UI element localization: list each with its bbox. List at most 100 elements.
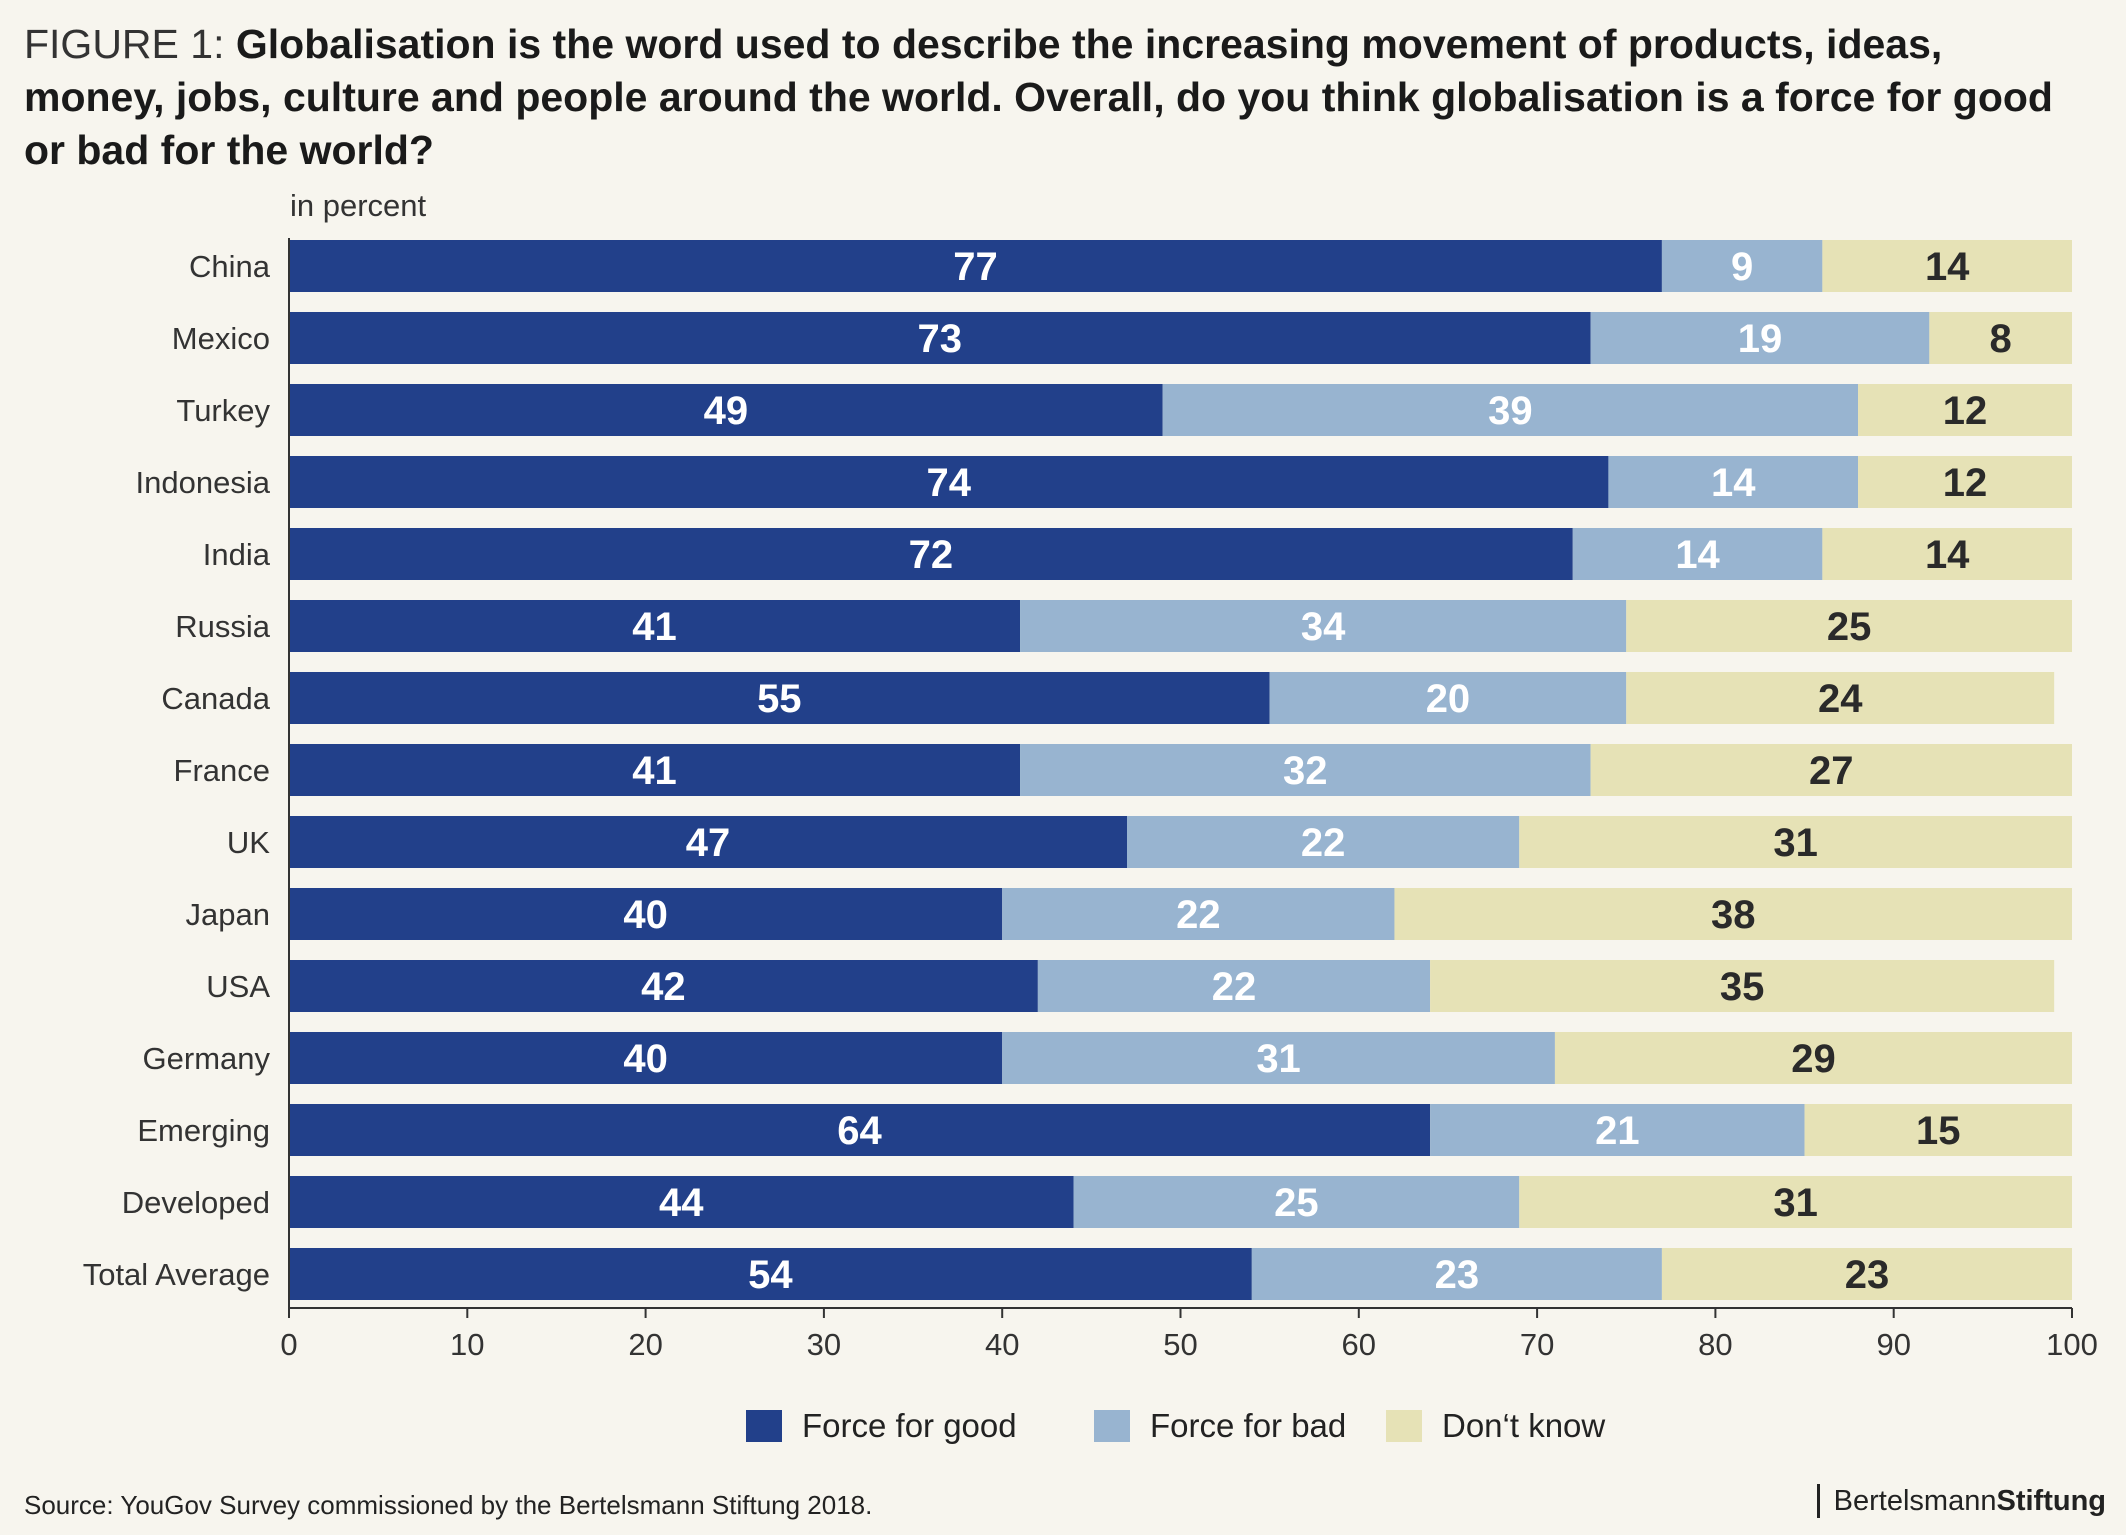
bar-bad-uk (1127, 816, 1520, 868)
bar-dontknow-germany (1554, 1032, 2072, 1084)
bar-dontknow-japan (1394, 888, 2072, 940)
bar-bad-japan (1002, 888, 1395, 940)
data-label-bad-emerging: 21 (1595, 1109, 1640, 1153)
category-label-emerging: Emerging (137, 1113, 270, 1148)
data-label-dontknow-canada: 24 (1818, 677, 1863, 721)
data-label-dontknow-emerging: 15 (1916, 1109, 1961, 1153)
legend-swatch-dontknow (1386, 1410, 1422, 1442)
data-label-good-turkey: 49 (704, 389, 749, 433)
x-tick-label-20: 20 (628, 1327, 662, 1362)
data-label-good-usa: 42 (641, 965, 686, 1009)
bar-bad-usa (1037, 960, 1431, 1012)
bar-bad-indonesia (1608, 456, 1859, 508)
bar-bad-canada (1269, 672, 1627, 724)
data-label-dontknow-germany: 29 (1791, 1037, 1836, 1081)
bar-good-uk (289, 816, 1128, 868)
bar-good-usa (289, 960, 1038, 1012)
data-label-dontknow-uk: 31 (1773, 821, 1818, 865)
bar-bad-china (1661, 240, 1823, 292)
data-label-bad-india: 14 (1675, 533, 1720, 577)
bar-bad-developed (1073, 1176, 1520, 1228)
bar-bad-mexico (1590, 312, 1930, 364)
x-tick-label-30: 30 (807, 1327, 841, 1362)
bar-good-emerging (289, 1104, 1431, 1156)
brand-part-1: Bertelsmann (1833, 1485, 1997, 1517)
x-tick-label-70: 70 (1520, 1327, 1554, 1362)
bar-good-india (289, 528, 1573, 580)
figure-question: Globalisation is the word used to descri… (24, 21, 2053, 173)
category-label-canada: Canada (161, 681, 270, 716)
legend-label-good: Force for good (802, 1407, 1017, 1444)
bar-good-indonesia (289, 456, 1609, 508)
data-label-dontknow-russia: 25 (1827, 605, 1872, 649)
legend-label-bad: Force for bad (1150, 1407, 1346, 1444)
data-label-good-japan: 40 (623, 893, 668, 937)
bar-good-total-average (289, 1248, 1252, 1300)
x-tick-label-80: 80 (1698, 1327, 1732, 1362)
data-label-good-emerging: 64 (837, 1109, 882, 1153)
data-label-dontknow-france: 27 (1809, 749, 1854, 793)
data-label-dontknow-china: 14 (1925, 245, 1970, 289)
data-label-bad-russia: 34 (1301, 605, 1346, 649)
bar-bad-india (1572, 528, 1823, 580)
data-label-good-developed: 44 (659, 1181, 704, 1225)
bar-dontknow-india (1822, 528, 2072, 580)
data-label-good-russia: 41 (632, 605, 677, 649)
bar-bad-turkey (1162, 384, 1859, 436)
bar-dontknow-total-average (1661, 1248, 2072, 1300)
bar-dontknow-uk (1519, 816, 2072, 868)
data-label-bad-turkey: 39 (1488, 389, 1533, 433)
unit-label: in percent (290, 188, 427, 223)
data-label-bad-japan: 22 (1176, 893, 1221, 937)
brand-part-2: Stiftung (1996, 1485, 2106, 1517)
data-label-dontknow-mexico: 8 (1990, 317, 2012, 361)
bar-bad-germany (1002, 1032, 1555, 1084)
bar-good-mexico (289, 312, 1591, 364)
data-label-dontknow-indonesia: 12 (1943, 461, 1988, 505)
bar-dontknow-mexico (1929, 312, 2072, 364)
x-tick-label-0: 0 (280, 1327, 297, 1362)
data-label-dontknow-developed: 31 (1773, 1181, 1818, 1225)
x-tick-label-50: 50 (1163, 1327, 1197, 1362)
data-label-good-china: 77 (953, 245, 998, 289)
bar-good-france (289, 744, 1021, 796)
data-label-dontknow-total-average: 23 (1845, 1253, 1890, 1297)
data-label-good-germany: 40 (623, 1037, 668, 1081)
bar-good-china (289, 240, 1662, 292)
x-tick-label-10: 10 (450, 1327, 484, 1362)
data-label-bad-canada: 20 (1426, 677, 1471, 721)
category-label-developed: Developed (122, 1185, 270, 1220)
data-label-bad-france: 32 (1283, 749, 1328, 793)
category-label-japan: Japan (186, 897, 270, 932)
category-label-india: India (203, 537, 271, 572)
bar-good-russia (289, 600, 1021, 652)
bar-bad-russia (1020, 600, 1627, 652)
data-label-good-france: 41 (632, 749, 677, 793)
data-label-dontknow-usa: 35 (1720, 965, 1765, 1009)
bar-dontknow-developed (1519, 1176, 2072, 1228)
chart-title: FIGURE 1: Globalisation is the word used… (24, 18, 2084, 177)
x-tick-label-100: 100 (2046, 1327, 2098, 1362)
bar-bad-emerging (1430, 1104, 1805, 1156)
legend-swatch-good (746, 1410, 782, 1442)
data-label-good-india: 72 (909, 533, 954, 577)
category-label-russia: Russia (175, 609, 271, 644)
category-label-mexico: Mexico (172, 321, 270, 356)
bar-dontknow-russia (1626, 600, 2072, 652)
data-label-bad-uk: 22 (1301, 821, 1346, 865)
bar-dontknow-emerging (1804, 1104, 2072, 1156)
data-label-bad-indonesia: 14 (1711, 461, 1756, 505)
bar-dontknow-usa (1430, 960, 2055, 1012)
bar-good-canada (289, 672, 1270, 724)
x-tick-label-60: 60 (1342, 1327, 1376, 1362)
legend-swatch-bad (1094, 1410, 1130, 1442)
source-note: Source: YouGov Survey commissioned by th… (24, 1490, 873, 1520)
bar-dontknow-turkey (1858, 384, 2072, 436)
category-label-indonesia: Indonesia (136, 465, 271, 500)
data-label-dontknow-turkey: 12 (1943, 389, 1988, 433)
category-label-france: France (174, 753, 270, 788)
data-label-bad-china: 9 (1731, 245, 1753, 289)
data-label-good-total-average: 54 (748, 1253, 793, 1297)
bar-good-japan (289, 888, 1003, 940)
data-label-bad-usa: 22 (1212, 965, 1257, 1009)
